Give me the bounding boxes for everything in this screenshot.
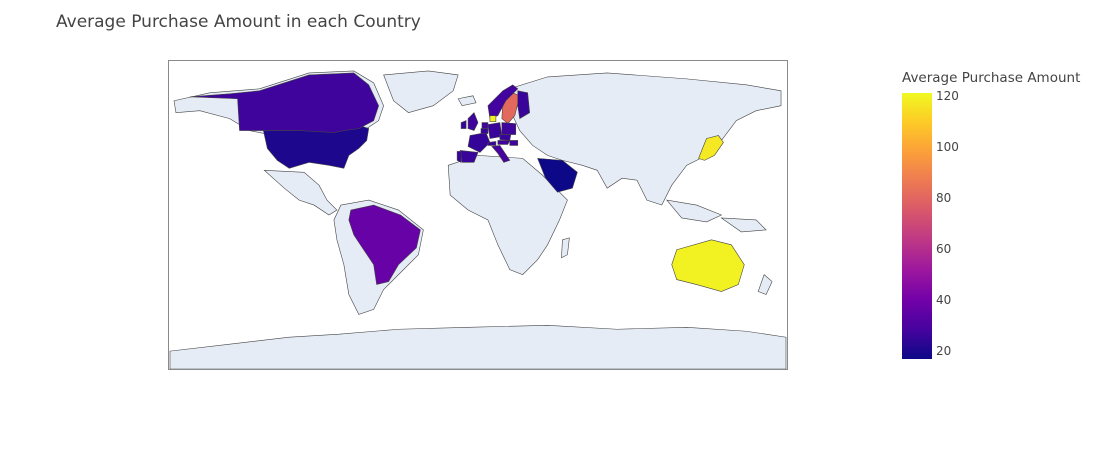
colorbar-ticks: 20 40 60 80 100 120 [936,0,976,450]
colorbar-tick-label: 60 [936,242,952,257]
map-frame[interactable]: United States: 20Canada: 27Brazil: 37Sau… [168,60,788,370]
colorbar-tick-label: 20 [936,344,952,359]
country-austria[interactable]: Austria: 27 [497,140,511,145]
land-new-zealand [757,274,773,295]
country-belgium[interactable]: Belgium: 26 [480,128,489,134]
land-antarctica [169,324,787,369]
country-ireland[interactable]: Ireland: 25 [460,120,467,129]
country-layer[interactable]: United States: 20Canada: 27Brazil: 37Sau… [189,72,745,292]
country-france[interactable]: France: 25 [467,132,491,153]
country-poland[interactable]: Poland: 27 [501,122,517,135]
colorbar-title: Average Purchase Amount [902,70,1081,86]
country-netherlands[interactable]: Netherlands: 27 [481,122,489,129]
land-new-guinea [720,217,767,233]
colorbar-tick-label: 120 [936,88,959,103]
colorbar-tick-label: 80 [936,190,952,205]
colorbar-tick-label: 100 [936,139,959,154]
land-madagascar [561,237,570,259]
land-layer [169,70,787,369]
colorbar-tick-label: 40 [936,293,952,308]
land-iceland [457,95,477,107]
world-map[interactable]: United States: 20Canada: 27Brazil: 37Sau… [169,61,787,369]
country-brazil[interactable]: Brazil: 37 [348,204,421,285]
country-portugal[interactable]: Portugal: 26 [456,151,462,163]
colorbar [902,93,932,359]
country-switzerland[interactable]: Switzerland: 26 [487,141,497,146]
land-mexico-central [263,169,338,216]
country-saudi-arabia[interactable]: Saudi Arabia: 17 [537,158,578,193]
land-eurasia [502,72,782,206]
country-canada[interactable]: Canada: 27 [189,72,379,133]
country-japan[interactable]: Japan: 117 [698,135,724,161]
land-greenland [383,70,459,113]
country-finland[interactable]: Finland: 26 [517,90,530,120]
chart-title: Average Purchase Amount in each Country [56,12,421,32]
country-czech-republic[interactable]: Czech Republic: 26 [499,134,512,141]
country-spain[interactable]: Spain: 26 [459,150,479,163]
country-italy[interactable]: Italy: 29 [491,145,511,163]
land-southeast-asia [666,199,723,223]
country-denmark[interactable]: Denmark: 119 [489,115,497,122]
country-hungary[interactable]: Hungary: 28 [509,140,519,146]
land-africa [447,155,568,275]
country-australia[interactable]: Australia: 119 [671,239,745,292]
country-united-kingdom[interactable]: United Kingdom: 27 [467,112,479,131]
